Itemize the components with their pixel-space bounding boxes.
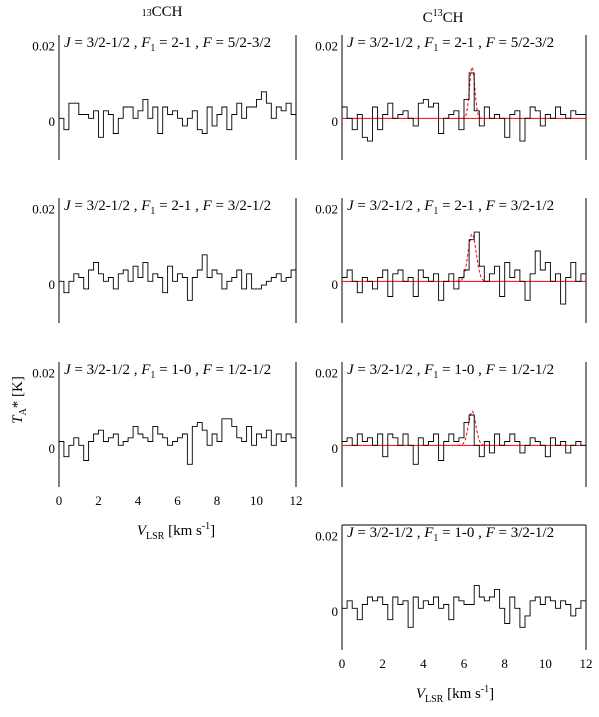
spectrum-line — [59, 418, 296, 465]
spectrum-line — [342, 72, 586, 142]
panel-title: J = 3/2-1/2 , F1 = 2-1 , F = 3/2-1/2 — [347, 198, 554, 217]
y-tick-label: 0 — [332, 604, 339, 619]
x-axis-label-left: VLSR [km s-1] — [137, 521, 215, 542]
right-column-header: C13CH — [423, 8, 464, 26]
y-tick-label: 0 — [332, 114, 339, 129]
x-tick-label: 0 — [339, 656, 346, 671]
y-tick-label: 0.02 — [32, 365, 55, 380]
y-tick-label: 0.02 — [315, 365, 338, 380]
x-axis-label-right: VLSR [km s-1] — [416, 684, 494, 705]
x-tick-label: 10 — [250, 493, 263, 508]
spectrum-line — [59, 91, 296, 138]
x-tick-label: 6 — [461, 656, 468, 671]
panel-title: J = 3/2-1/2 , F1 = 1-0 , F = 3/2-1/2 — [347, 525, 554, 544]
spectrum-panel: 0 0.02 0 2 4 6 8 10 12 J = 3/2-1/2 , F1 = 1-0 , F… — [315, 524, 593, 671]
spectrum-panel: 0 0.02 0 2 4 6 8 10 12 J = 3/2-1/2 , F1 = 1-0 , F… — [32, 362, 303, 508]
y-tick-label: 0 — [49, 441, 56, 456]
gaussian-fit — [457, 410, 487, 446]
y-tick-label: 0 — [332, 441, 339, 456]
y-tick-label: 0 — [49, 277, 56, 292]
y-axis-label: TA* [K] — [10, 376, 29, 424]
x-tick-label: 12 — [580, 656, 593, 671]
x-tick-label: 4 — [135, 493, 142, 508]
y-tick-label: 0.02 — [315, 201, 338, 216]
spectrum-panel: 0 0.02 J = 3/2-1/2 , F1 = 1-0 , F = 1/2-1/… — [315, 362, 587, 487]
panel-title: J = 3/2-1/2 , F1 = 2-1 , F = 5/2-3/2 — [347, 35, 554, 54]
x-tick-label: 12 — [290, 493, 303, 508]
y-tick-label: 0 — [332, 277, 339, 292]
spectrum-panel: 0 0.02 J = 3/2-1/2 , F1 = 2-1 , F = 3/2-1/… — [315, 198, 587, 323]
y-tick-label: 0.02 — [315, 528, 338, 543]
spectrum-panel: 0 0.02 J = 3/2-1/2 , F1 = 2-1 , F = 5/2-3/… — [32, 35, 297, 160]
x-tick-label: 6 — [174, 493, 181, 508]
x-tick-label: 2 — [95, 493, 102, 508]
x-tick-label: 10 — [539, 656, 552, 671]
y-tick-label: 0.02 — [315, 38, 338, 53]
spectrum-panel: 0 0.02 J = 3/2-1/2 , F1 = 2-1 , F = 3/2-1/… — [32, 198, 297, 323]
x-tick-label: 0 — [56, 493, 63, 508]
gaussian-fit — [455, 233, 489, 282]
x-tick-label: 2 — [379, 656, 386, 671]
left-column-header: 13CCH — [142, 4, 183, 20]
y-tick-label: 0.02 — [32, 38, 55, 53]
panel-title: J = 3/2-1/2 , F1 = 1-0 , F = 1/2-1/2 — [64, 362, 271, 381]
x-tick-label: 8 — [501, 656, 508, 671]
y-tick-label: 0.02 — [32, 201, 55, 216]
x-tick-label: 4 — [420, 656, 427, 671]
spectrum-line — [342, 414, 586, 465]
x-tick-label: 8 — [214, 493, 221, 508]
spectrum-panel: 0 0.02 J = 3/2-1/2 , F1 = 2-1 , F = 5/2-3/… — [315, 35, 587, 160]
y-tick-label: 0 — [49, 114, 56, 129]
panel-title: J = 3/2-1/2 , F1 = 2-1 , F = 3/2-1/2 — [64, 198, 271, 217]
panel-title: J = 3/2-1/2 , F1 = 1-0 , F = 1/2-1/2 — [347, 362, 554, 381]
panel-title: J = 3/2-1/2 , F1 = 2-1 , F = 5/2-3/2 — [64, 35, 271, 54]
spectrum-line — [342, 585, 586, 628]
spectrum-line — [342, 231, 586, 305]
spectrum-line — [59, 254, 296, 301]
